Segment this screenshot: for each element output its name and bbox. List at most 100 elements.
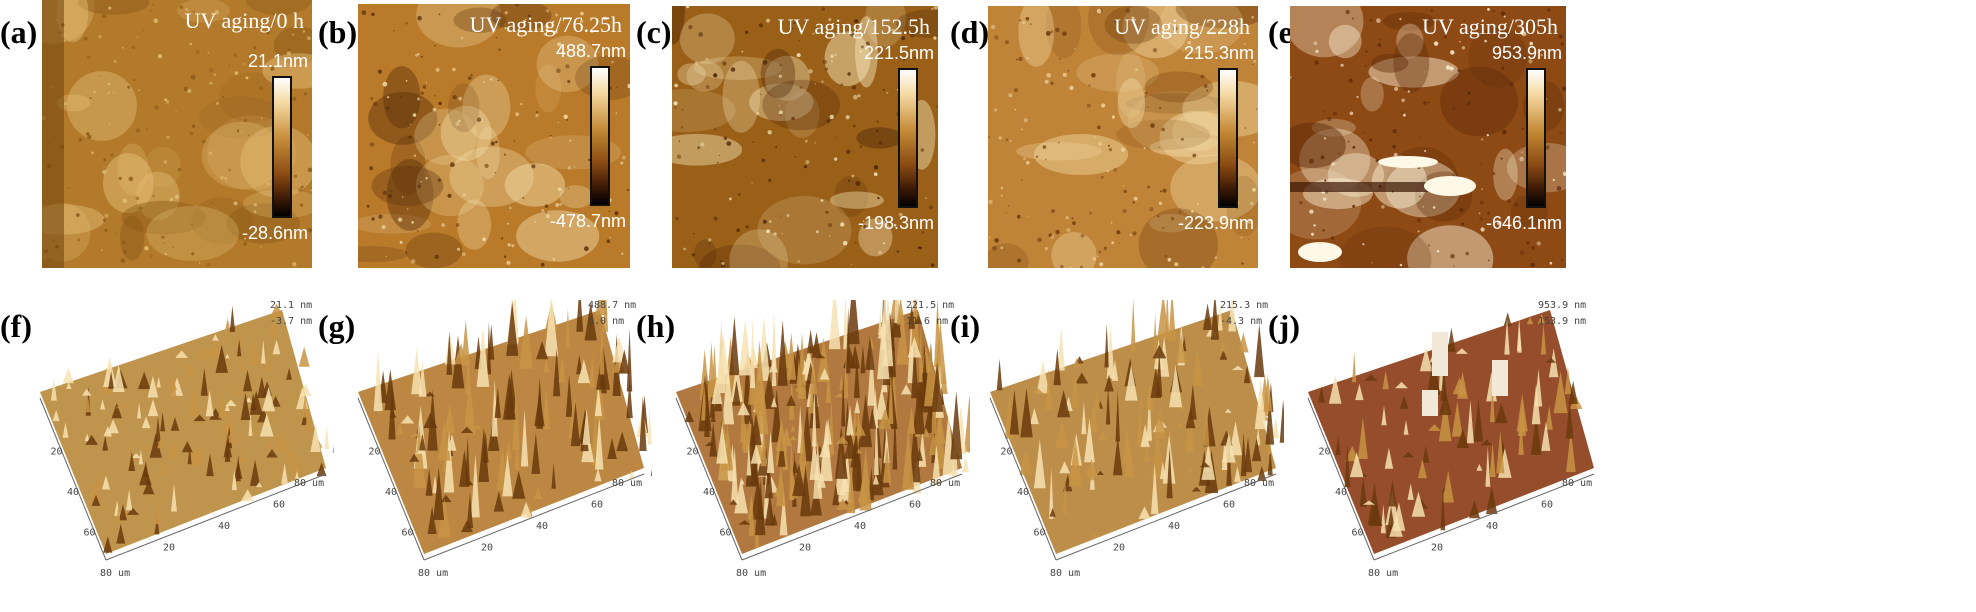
- surface-peak: [1081, 401, 1087, 435]
- surface-peak: [250, 392, 256, 411]
- texture-blob: [896, 9, 938, 39]
- texture-speckle: [417, 97, 421, 101]
- texture-speckle: [1131, 16, 1135, 20]
- texture-speckle: [422, 85, 427, 89]
- texture-speckle: [1514, 202, 1519, 207]
- surface-peak: [62, 422, 69, 438]
- texture-speckle: [1529, 41, 1533, 46]
- texture-speckle: [791, 116, 795, 121]
- surface-peak: [324, 426, 330, 450]
- surface-peak: [1403, 419, 1409, 435]
- texture-speckle: [726, 141, 732, 147]
- texture-speckle: [382, 190, 387, 195]
- texture-speckle: [1240, 236, 1243, 239]
- texture-speckle: [1158, 201, 1163, 205]
- surface-peak: [722, 362, 735, 425]
- texture-speckle: [1241, 262, 1244, 265]
- height-color-bar: [1526, 68, 1546, 208]
- surface-peak: [1156, 351, 1163, 397]
- surface-peak: [1029, 408, 1039, 425]
- surface-peak: [1411, 491, 1426, 517]
- tall-peak: [1432, 332, 1448, 376]
- texture-speckle: [470, 74, 473, 77]
- texture-speckle: [369, 166, 374, 171]
- texture-blob: [190, 197, 253, 245]
- texture-speckle: [100, 249, 103, 251]
- texture-speckle: [824, 67, 828, 71]
- texture-speckle: [853, 124, 856, 128]
- texture-speckle: [135, 128, 140, 133]
- texture-speckle: [1017, 214, 1021, 219]
- surface-peak: [647, 407, 652, 445]
- texture-blob: [1290, 122, 1346, 169]
- texture-blob: [559, 185, 593, 209]
- texture-speckle: [930, 263, 935, 267]
- texture-speckle: [729, 197, 732, 201]
- texture-speckle: [1314, 60, 1319, 65]
- texture-speckle: [544, 204, 549, 208]
- texture-speckle: [1161, 127, 1165, 132]
- texture-speckle: [1375, 159, 1379, 163]
- surface-peak: [240, 489, 255, 502]
- surface-peak: [1518, 417, 1524, 455]
- surface-peak: [97, 467, 103, 489]
- texture-speckle: [697, 146, 701, 150]
- surface-peak: [316, 462, 327, 477]
- texture-speckle: [766, 229, 770, 234]
- texture-speckle: [1197, 202, 1199, 205]
- texture-speckle: [133, 78, 136, 82]
- surface-peak: [892, 408, 898, 470]
- texture-speckle: [603, 16, 607, 21]
- surface-peak: [131, 453, 142, 459]
- surface-peak: [576, 354, 583, 375]
- texture-speckle: [366, 204, 370, 208]
- texture-speckle: [455, 121, 460, 126]
- texture-speckle: [1098, 250, 1102, 254]
- texture-speckle: [778, 105, 781, 107]
- surface-peak: [1438, 397, 1452, 442]
- texture-speckle: [1379, 81, 1381, 84]
- texture-speckle: [1480, 163, 1483, 166]
- surface-peak: [1219, 350, 1228, 360]
- surface-peak: [1192, 348, 1203, 387]
- texture-speckle: [584, 246, 589, 252]
- texture-speckle: [1376, 18, 1381, 23]
- texture-speckle: [511, 244, 515, 248]
- texture-speckle: [242, 241, 248, 246]
- panel-title: UV aging/76.25h: [469, 12, 622, 37]
- z-mid-label: 153.9 nm: [1538, 316, 1586, 327]
- texture-speckle: [1019, 19, 1022, 22]
- texture-speckle: [1559, 132, 1563, 135]
- surface-peak: [1469, 499, 1480, 519]
- texture-speckle: [169, 197, 173, 202]
- texture-speckle: [206, 262, 211, 267]
- texture-speckle: [913, 56, 916, 60]
- surface-peak: [1199, 462, 1211, 468]
- texture-speckle: [1144, 91, 1148, 95]
- texture-speckle: [417, 15, 422, 21]
- texture-speckle: [1392, 144, 1397, 149]
- surface-peak: [1201, 443, 1216, 480]
- surface-peak: [704, 372, 710, 437]
- surface-peak: [1355, 383, 1364, 401]
- texture-speckle: [1330, 236, 1335, 240]
- surface-peak: [1364, 374, 1378, 381]
- texture-speckle: [846, 149, 851, 154]
- surface-peak: [860, 345, 866, 374]
- surface-peak: [716, 423, 728, 464]
- surface-peak: [1251, 438, 1262, 462]
- surface-peak: [101, 475, 111, 490]
- surface-peak: [103, 426, 113, 437]
- surface-peak: [1203, 399, 1210, 446]
- surface-peak: [286, 368, 292, 380]
- texture-blob: [1018, 6, 1055, 67]
- texture-blob: [1493, 148, 1518, 201]
- texture-speckle: [144, 246, 149, 251]
- texture-speckle: [1549, 261, 1553, 265]
- surface-peak: [459, 449, 470, 487]
- texture-speckle: [1407, 90, 1410, 93]
- texture-speckle: [674, 83, 678, 88]
- texture-speckle: [1088, 84, 1091, 87]
- texture-speckle: [233, 201, 238, 206]
- surface-peak: [732, 380, 741, 406]
